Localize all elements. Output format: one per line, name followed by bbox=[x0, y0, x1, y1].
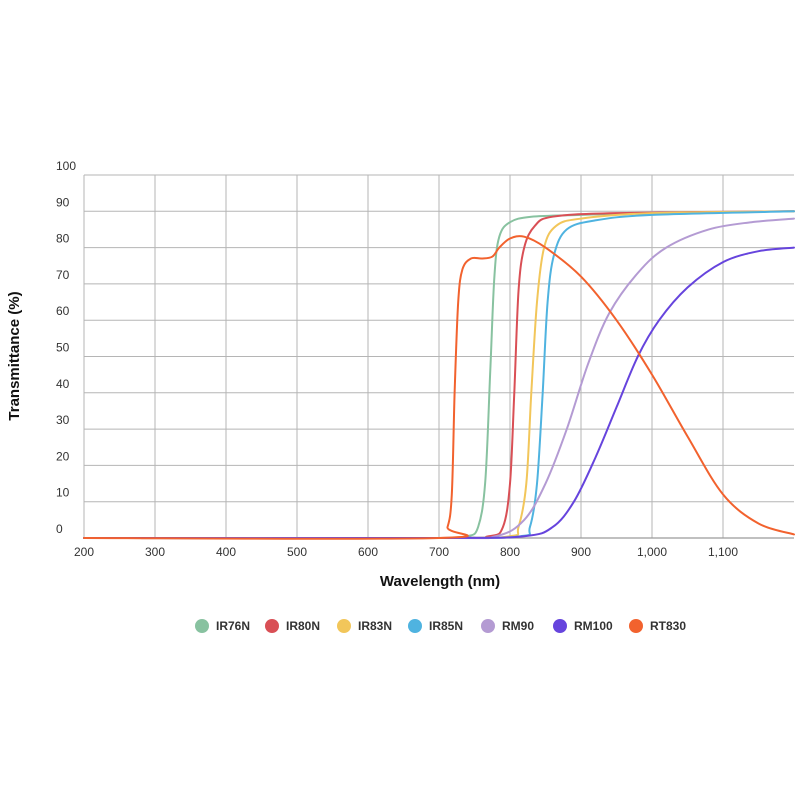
legend-item-ir83n: IR83N bbox=[337, 619, 392, 633]
x-tick-label: 800 bbox=[500, 545, 520, 559]
x-tick-label: 1,100 bbox=[708, 545, 738, 559]
legend-item-ir76n: IR76N bbox=[195, 619, 250, 633]
series-lines bbox=[83, 210, 795, 540]
y-tick-label: 70 bbox=[56, 268, 70, 282]
y-tick-label: 40 bbox=[56, 377, 70, 391]
y-tick-label: 50 bbox=[56, 341, 70, 355]
y-tick-label: 100 bbox=[56, 159, 76, 173]
series-line-rt830 bbox=[83, 235, 795, 540]
legend-swatch bbox=[553, 619, 567, 633]
legend-swatch bbox=[408, 619, 422, 633]
legend-item-rm100: RM100 bbox=[553, 619, 613, 633]
x-axis-label: Wavelength (nm) bbox=[380, 573, 500, 590]
legend-swatch bbox=[481, 619, 495, 633]
x-tick-labels: 200 300 400 500 600 700 800 900 1,000 1,100 bbox=[74, 545, 738, 559]
x-tick-label: 900 bbox=[571, 545, 591, 559]
y-axis-label: Transmittance (%) bbox=[6, 291, 23, 420]
legend-item-rt830: RT830 bbox=[629, 619, 686, 633]
legend-label: IR76N bbox=[216, 619, 250, 633]
y-tick-label: 10 bbox=[56, 486, 70, 500]
legend-label: IR83N bbox=[358, 619, 392, 633]
x-tick-label: 500 bbox=[287, 545, 307, 559]
legend-item-rm90: RM90 bbox=[481, 619, 534, 633]
legend-item-ir85n: IR85N bbox=[408, 619, 463, 633]
legend-label: RT830 bbox=[650, 619, 686, 633]
y-tick-label: 0 bbox=[56, 522, 63, 536]
x-tick-label: 1,000 bbox=[637, 545, 667, 559]
y-tick-label: 90 bbox=[56, 195, 70, 209]
legend-swatch bbox=[337, 619, 351, 633]
legend-label: IR85N bbox=[429, 619, 463, 633]
x-tick-label: 600 bbox=[358, 545, 378, 559]
legend-swatch bbox=[195, 619, 209, 633]
grid bbox=[83, 174, 794, 539]
y-tick-label: 60 bbox=[56, 304, 70, 318]
x-tick-label: 200 bbox=[74, 545, 94, 559]
legend-swatch bbox=[629, 619, 643, 633]
y-tick-labels: 0 10 20 30 40 50 60 70 80 90 100 bbox=[56, 159, 76, 536]
x-tick-label: 400 bbox=[216, 545, 236, 559]
x-tick-label: 700 bbox=[429, 545, 449, 559]
y-tick-label: 80 bbox=[56, 232, 70, 246]
legend-label: IR80N bbox=[286, 619, 320, 633]
legend-label: RM90 bbox=[502, 619, 534, 633]
legend-item-ir80n: IR80N bbox=[265, 619, 320, 633]
y-tick-label: 30 bbox=[56, 413, 70, 427]
y-tick-label: 20 bbox=[56, 449, 70, 463]
legend-swatch bbox=[265, 619, 279, 633]
legend: IR76N IR80N IR83N IR85N RM90 RM100 RT830 bbox=[195, 619, 686, 633]
legend-label: RM100 bbox=[574, 619, 613, 633]
x-tick-label: 300 bbox=[145, 545, 165, 559]
